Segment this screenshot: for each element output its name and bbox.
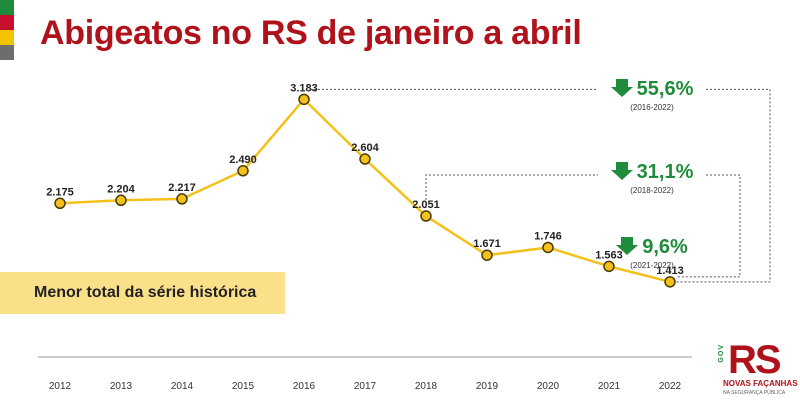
badge-percent: 9,6%	[642, 236, 688, 258]
data-markers	[54, 93, 676, 288]
rs-government-logo: GOV RS NOVAS FAÇANHAS NA SEGURANÇA PÚBLI…	[718, 338, 798, 404]
down-arrow-icon	[610, 79, 633, 97]
flag-stripe-red	[0, 15, 14, 30]
data-label: 2.051	[412, 199, 440, 211]
badge-percent: 31,1%	[636, 161, 694, 183]
series-line	[59, 98, 671, 284]
data-point	[359, 153, 371, 165]
data-point	[664, 276, 676, 288]
flag-stripe-gray	[0, 45, 14, 60]
data-point	[542, 241, 554, 254]
data-label: 1.413	[656, 265, 684, 277]
x-tick-label: 2020	[537, 381, 560, 392]
data-label: 1.563	[595, 249, 623, 261]
data-label: 1.746	[534, 230, 562, 242]
x-tick-label: 2013	[110, 381, 133, 392]
data-label: 2.490	[229, 154, 257, 166]
logo-subtagline: NA SEGURANÇA PÚBLICA	[723, 390, 786, 396]
annotation-connector	[425, 174, 741, 278]
x-tick-label: 2022	[659, 381, 682, 392]
decrease-badge-2016-2022: 55,6% (2016-2022)	[597, 78, 707, 112]
decrease-badge-2021-2022: 9,6% (2021-2022)	[597, 236, 707, 270]
flag-stripe-yellow	[0, 30, 14, 45]
x-tick-label: 2014	[171, 381, 194, 392]
x-tick-label: 2016	[293, 381, 316, 392]
x-tick-label: 2021	[598, 381, 621, 392]
x-tick-label: 2017	[354, 381, 377, 392]
data-labels: 2.175 2.204 2.217 2.490 3.183 2.604 2.051 1.671…	[46, 82, 684, 276]
data-point	[481, 249, 493, 261]
data-label: 2.604	[351, 142, 379, 154]
data-point	[603, 260, 615, 273]
data-point	[176, 193, 188, 205]
data-label: 2.204	[107, 183, 135, 195]
data-point	[420, 210, 432, 222]
data-label: 1.671	[473, 238, 501, 250]
data-point	[54, 197, 66, 210]
x-tick-label: 2015	[232, 381, 255, 392]
annotation-connectors	[310, 88, 771, 283]
flag-stripe-green	[0, 0, 14, 15]
badge-period: (2016-2022)	[630, 103, 674, 112]
down-arrow-icon	[610, 162, 633, 180]
x-tick-labels: 2012 2013 2014 2015 2016 2017 2018 2019 2020 2021…	[49, 381, 682, 392]
chart-title: Abigeatos no RS de janeiro a abril	[40, 14, 582, 52]
annotation-connector	[310, 88, 771, 283]
decrease-badge-2018-2022: 31,1% (2018-2022)	[597, 161, 707, 195]
logo-rs-mark: RS	[728, 338, 782, 382]
x-tick-label: 2019	[476, 381, 499, 392]
min-total-note: Menor total da série histórica	[0, 272, 285, 314]
data-label: 2.175	[46, 186, 74, 198]
logo-gov-text: GOV	[718, 344, 725, 363]
data-point	[115, 194, 127, 207]
badge-percent: 55,6%	[636, 78, 694, 100]
down-arrow-icon	[616, 237, 639, 255]
data-label: 3.183	[290, 82, 318, 94]
data-point	[237, 165, 249, 177]
logo-tagline: NOVAS FAÇANHAS	[723, 379, 798, 388]
x-tick-label: 2012	[49, 381, 72, 392]
badge-period: (2021-2022)	[630, 261, 674, 270]
data-point	[298, 93, 310, 106]
x-tick-label: 2018	[415, 381, 438, 392]
badge-period: (2018-2022)	[630, 186, 674, 195]
data-label: 2.217	[168, 182, 196, 194]
